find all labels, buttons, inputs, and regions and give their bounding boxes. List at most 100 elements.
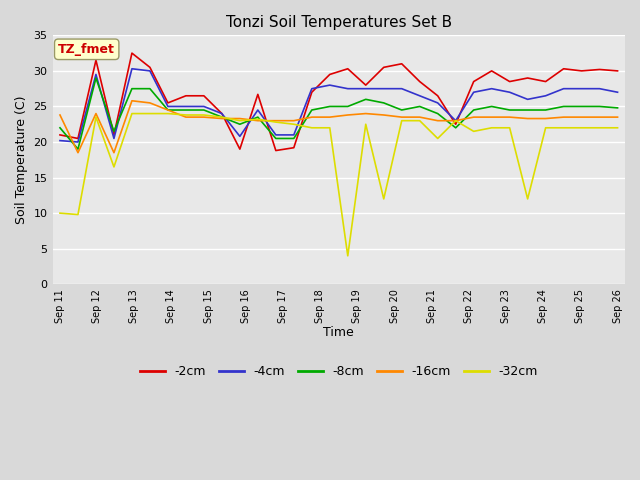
- -32cm: [92, 114, 100, 120]
- -16cm: [398, 114, 406, 120]
- -8cm: [92, 75, 100, 81]
- -2cm: [92, 57, 100, 63]
- Line: -2cm: -2cm: [60, 53, 618, 151]
- -16cm: [128, 98, 136, 104]
- -4cm: [200, 104, 208, 109]
- -8cm: [164, 107, 172, 113]
- -4cm: [434, 100, 442, 106]
- -2cm: [146, 64, 154, 70]
- -16cm: [488, 114, 495, 120]
- -16cm: [200, 114, 208, 120]
- -32cm: [290, 121, 298, 127]
- -4cm: [542, 93, 550, 99]
- -2cm: [110, 132, 118, 138]
- -4cm: [146, 68, 154, 74]
- Y-axis label: Soil Temperature (C): Soil Temperature (C): [15, 96, 28, 224]
- -32cm: [128, 111, 136, 117]
- X-axis label: Time: Time: [323, 326, 354, 339]
- -4cm: [578, 86, 586, 92]
- -8cm: [452, 125, 460, 131]
- -8cm: [74, 146, 82, 152]
- -16cm: [272, 118, 280, 123]
- Text: TZ_fmet: TZ_fmet: [58, 43, 115, 56]
- -16cm: [470, 114, 477, 120]
- -8cm: [344, 104, 351, 109]
- -2cm: [380, 64, 388, 70]
- -16cm: [380, 112, 388, 118]
- -4cm: [182, 104, 189, 109]
- -4cm: [560, 86, 568, 92]
- -2cm: [290, 145, 298, 151]
- -8cm: [614, 105, 621, 111]
- -8cm: [524, 107, 531, 113]
- -32cm: [110, 164, 118, 170]
- -4cm: [398, 86, 406, 92]
- -32cm: [488, 125, 495, 131]
- -32cm: [380, 196, 388, 202]
- -2cm: [56, 132, 64, 138]
- -8cm: [578, 104, 586, 109]
- -4cm: [236, 133, 244, 139]
- -2cm: [398, 61, 406, 67]
- -32cm: [542, 125, 550, 131]
- -8cm: [506, 107, 513, 113]
- -4cm: [596, 86, 604, 92]
- -8cm: [326, 104, 333, 109]
- -16cm: [308, 114, 316, 120]
- -4cm: [128, 66, 136, 72]
- -2cm: [74, 135, 82, 141]
- -2cm: [614, 68, 621, 74]
- -16cm: [236, 116, 244, 121]
- -8cm: [128, 86, 136, 92]
- -32cm: [272, 119, 280, 125]
- -2cm: [344, 66, 351, 72]
- -2cm: [236, 146, 244, 152]
- -32cm: [452, 118, 460, 123]
- -16cm: [92, 111, 100, 117]
- -16cm: [434, 118, 442, 123]
- -4cm: [92, 72, 100, 77]
- -4cm: [470, 89, 477, 95]
- -8cm: [218, 114, 226, 120]
- -16cm: [218, 116, 226, 121]
- -16cm: [146, 100, 154, 106]
- -16cm: [362, 111, 369, 117]
- -4cm: [452, 118, 460, 123]
- -32cm: [344, 253, 351, 259]
- -4cm: [308, 86, 316, 92]
- -16cm: [416, 114, 424, 120]
- -8cm: [200, 107, 208, 113]
- -8cm: [56, 125, 64, 131]
- -4cm: [56, 138, 64, 144]
- -16cm: [164, 107, 172, 113]
- Line: -4cm: -4cm: [60, 69, 618, 142]
- Legend: -2cm, -4cm, -8cm, -16cm, -32cm: -2cm, -4cm, -8cm, -16cm, -32cm: [134, 360, 543, 383]
- -32cm: [560, 125, 568, 131]
- -4cm: [272, 132, 280, 138]
- -32cm: [578, 125, 586, 131]
- -16cm: [74, 150, 82, 156]
- -2cm: [452, 121, 460, 127]
- -32cm: [434, 135, 442, 141]
- -8cm: [398, 107, 406, 113]
- -32cm: [326, 125, 333, 131]
- -4cm: [416, 93, 424, 99]
- -2cm: [200, 93, 208, 99]
- -16cm: [452, 118, 460, 123]
- -32cm: [56, 210, 64, 216]
- -4cm: [74, 139, 82, 145]
- -16cm: [614, 114, 621, 120]
- -2cm: [470, 79, 477, 84]
- -2cm: [254, 92, 262, 97]
- -32cm: [308, 125, 316, 131]
- -2cm: [506, 79, 513, 84]
- -32cm: [254, 116, 262, 122]
- Line: -16cm: -16cm: [60, 101, 618, 153]
- -8cm: [470, 107, 477, 113]
- -32cm: [164, 111, 172, 117]
- -2cm: [128, 50, 136, 56]
- Line: -8cm: -8cm: [60, 78, 618, 149]
- -32cm: [416, 118, 424, 123]
- -16cm: [254, 118, 262, 123]
- -8cm: [542, 107, 550, 113]
